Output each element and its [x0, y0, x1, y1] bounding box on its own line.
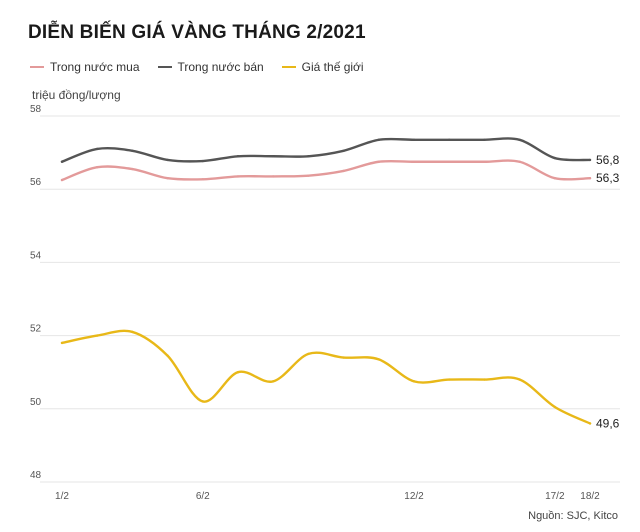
- x-tick-label: 6/2: [196, 491, 210, 502]
- end-label-buy: 56,3: [596, 171, 620, 185]
- legend-item-world: Giá thế giới: [281, 60, 364, 74]
- y-tick-label-50: 50: [30, 397, 42, 408]
- data-point-sell: [201, 159, 204, 163]
- y-tick-label-56: 56: [30, 177, 42, 188]
- y-tick-label-48: 48: [30, 470, 42, 481]
- data-point-sell: [412, 138, 416, 141]
- data-point-buy: [588, 177, 592, 180]
- data-point-sell: [518, 138, 521, 141]
- y-tick-label-58: 58: [30, 104, 42, 115]
- x-tick-label: 18/2: [580, 491, 600, 502]
- data-point-sell: [448, 138, 451, 141]
- series-line-sell: [60, 137, 592, 163]
- data-point-world: [448, 378, 451, 381]
- data-point-sell: [307, 155, 310, 158]
- data-point-buy: [96, 166, 99, 169]
- data-point-buy: [342, 169, 345, 173]
- y-axis-unit: triệu đồng/lượng: [32, 88, 121, 102]
- data-point-sell: [96, 147, 99, 151]
- legend-swatch-world: [281, 66, 296, 68]
- data-point-world: [483, 378, 486, 381]
- legend-swatch-sell: [157, 66, 172, 68]
- data-point-buy: [201, 178, 204, 181]
- data-point-buy: [518, 160, 521, 163]
- data-point-world: [201, 400, 204, 403]
- legend-item-buy: Trong nước mua: [30, 60, 140, 74]
- data-point-buy: [553, 177, 556, 180]
- data-point-world: [60, 341, 64, 345]
- data-point-world: [588, 422, 592, 425]
- data-point-world: [342, 356, 345, 359]
- x-tick-label: 17/2: [545, 491, 565, 502]
- x-tick-label: 12/2: [404, 491, 424, 502]
- data-point-sell: [342, 149, 345, 152]
- legend-swatch-buy: [30, 66, 44, 68]
- data-point-buy: [60, 178, 64, 182]
- data-point-sell: [166, 158, 169, 162]
- data-point-sell: [236, 155, 240, 158]
- data-point-world: [96, 334, 99, 337]
- data-point-sell: [588, 158, 592, 162]
- data-point-buy: [236, 175, 240, 178]
- series-line-world: [60, 329, 592, 425]
- data-point-sell: [60, 160, 64, 163]
- data-point-buy: [131, 167, 134, 171]
- legend-label-sell: Trong nước bán: [177, 60, 264, 74]
- x-tick-label: 1/2: [55, 491, 69, 502]
- data-point-buy: [166, 177, 169, 180]
- data-point-sell: [131, 149, 134, 152]
- end-label-world: 49,6: [596, 416, 620, 430]
- series-line-buy: [60, 159, 592, 182]
- source-note: Nguồn: SJC, Kitco: [528, 510, 618, 522]
- data-point-world: [166, 354, 169, 357]
- data-point-world: [553, 405, 556, 409]
- end-label-sell: 56,8: [596, 153, 620, 167]
- data-point-world: [518, 378, 521, 381]
- data-point-world: [412, 380, 416, 383]
- data-point-world: [131, 330, 134, 334]
- data-point-world: [307, 352, 310, 356]
- data-point-buy: [307, 174, 310, 177]
- data-point-sell: [553, 156, 556, 160]
- legend-item-sell: Trong nước bán: [157, 60, 264, 74]
- legend-label-buy: Trong nước mua: [50, 60, 140, 74]
- data-point-world: [236, 371, 240, 374]
- y-tick-label-52: 52: [30, 324, 42, 335]
- data-point-buy: [448, 160, 451, 163]
- data-point-world: [272, 380, 275, 383]
- data-point-sell: [272, 155, 275, 158]
- chart-title: DIỄN BIẾN GIÁ VÀNG THÁNG 2/2021: [28, 22, 366, 43]
- legend: Trong nước mua Trong nước bán Giá thế gi…: [30, 60, 364, 74]
- data-point-buy: [377, 160, 380, 163]
- data-point-buy: [412, 160, 416, 163]
- data-point-buy: [483, 160, 486, 163]
- data-point-sell: [377, 138, 380, 141]
- data-point-buy: [272, 175, 275, 178]
- legend-label-world: Giá thế giới: [301, 60, 364, 74]
- data-point-sell: [483, 138, 486, 141]
- y-tick-label-54: 54: [30, 250, 42, 261]
- data-point-world: [377, 358, 380, 361]
